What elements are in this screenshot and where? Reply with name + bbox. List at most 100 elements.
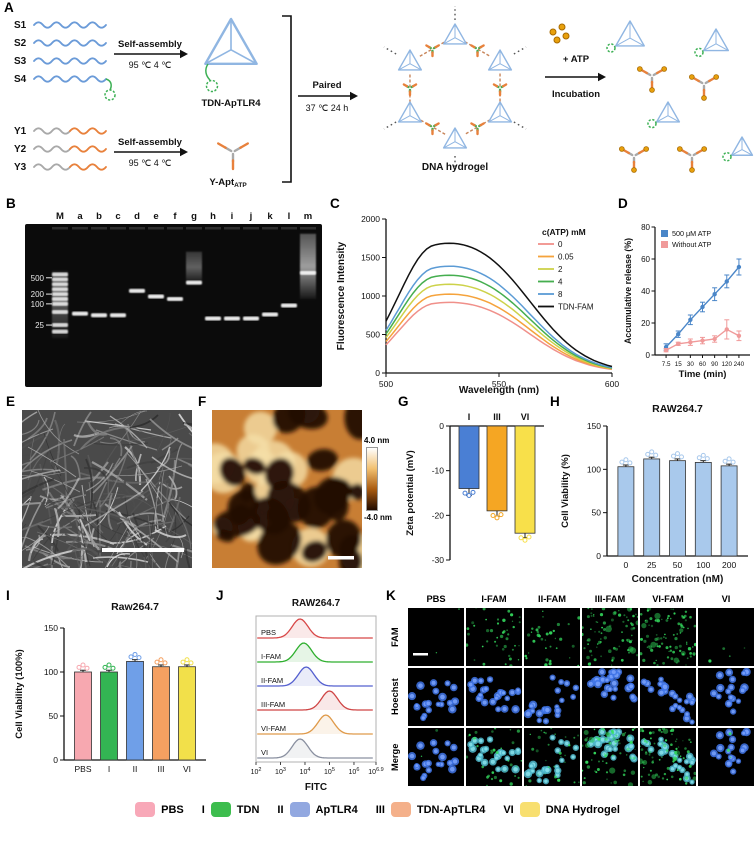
- y-tick: 50: [49, 711, 59, 721]
- tdn-tetrahedron-icon: [204, 17, 258, 66]
- legend-prefix: I: [201, 803, 205, 816]
- legend-swatch: [210, 802, 231, 817]
- y-tick: 150: [587, 421, 601, 431]
- micrograph-merge-iii-fam: [582, 728, 638, 786]
- legend-item: PBS: [135, 802, 184, 817]
- data-point: [712, 336, 717, 342]
- y-tick: 20: [641, 319, 650, 328]
- y-axis-label: Zeta potential (mV): [405, 450, 416, 536]
- dna-strand-wave: [33, 75, 107, 83]
- tdn-tetrahedron-icon: [730, 136, 754, 156]
- y-product-label: Y-AptATP: [209, 177, 247, 189]
- x-tick: 106.9: [368, 767, 383, 776]
- legend-swatch: [289, 802, 310, 817]
- paired-label: Paired: [312, 80, 341, 91]
- column-header: III-FAM: [594, 594, 626, 604]
- panel-f-label: F: [198, 394, 207, 409]
- strand-label: Y3: [14, 162, 27, 173]
- panel-c-label: C: [330, 196, 340, 211]
- y-tick: 150: [44, 623, 58, 633]
- data-point: [158, 657, 164, 663]
- x-tick: 103: [275, 767, 286, 776]
- afm-colorbar-gradient: [366, 447, 378, 511]
- spectrum-line: [385, 265, 613, 369]
- legend-label: TDN: [236, 803, 260, 816]
- category-label: I: [468, 412, 471, 422]
- bar: [486, 425, 508, 512]
- x-tick: 15: [675, 361, 683, 368]
- gel-image: [25, 224, 322, 387]
- gel-band: [281, 303, 297, 308]
- legend-label: DNA Hydrogel: [545, 803, 620, 816]
- y-tick: 1500: [361, 253, 380, 263]
- gel-lane-label: e: [153, 211, 158, 222]
- data-point: [470, 489, 476, 495]
- x-tick: 500: [379, 379, 393, 389]
- y-tick: 100: [587, 464, 601, 474]
- y-tick: 100: [44, 667, 58, 677]
- micrograph-fam-i-fam: [466, 608, 522, 666]
- x-tick: 102: [251, 767, 262, 776]
- x-tick: 106: [349, 767, 360, 776]
- column-header: VI-FAM: [652, 594, 684, 604]
- y-axis-label: Cell Viability (%): [560, 454, 571, 528]
- aptamer-loop-icon: [104, 89, 116, 101]
- column-header: II-FAM: [538, 594, 566, 604]
- micrograph-hoechst-iii-fam: [582, 668, 638, 726]
- flow-series-label: II-FAM: [261, 676, 283, 685]
- temp-label: 95 ℃ 4 ℃: [129, 158, 172, 168]
- flow-series-label: VI: [261, 748, 268, 757]
- panel-j-label: J: [216, 588, 224, 603]
- gel-band: [129, 288, 145, 293]
- gel-band: [300, 270, 316, 275]
- data-point: [494, 515, 500, 521]
- self-assembly-label: Self-assembly: [118, 39, 183, 50]
- tdn-tetrahedron-icon: [397, 101, 423, 123]
- y-dna-icon: [492, 83, 508, 97]
- data-point: [518, 535, 524, 541]
- data-point: [676, 332, 681, 337]
- data-point: [154, 659, 160, 665]
- gel-band: [110, 313, 126, 318]
- legend-prefix: VI: [503, 803, 514, 816]
- strand-label: S1: [14, 20, 27, 31]
- micrograph-fam-ii-fam: [524, 608, 580, 666]
- panel-k-label: K: [386, 588, 396, 603]
- panel-b-label: B: [6, 196, 16, 211]
- data-point: [184, 657, 190, 663]
- micrograph-merge-vi: [698, 728, 754, 786]
- flow-series-label: PBS: [261, 628, 276, 637]
- micrograph-merge-pbs: [408, 728, 464, 786]
- legend-prefix: III: [375, 803, 385, 816]
- gel-band: [72, 311, 88, 316]
- data-point: [110, 665, 116, 671]
- gel-band: [52, 310, 68, 315]
- bar: [720, 465, 738, 557]
- tdn-tetrahedron-icon: [615, 20, 645, 47]
- bar: [126, 661, 144, 761]
- legend-label: TDN-ApTLR4: [416, 803, 486, 816]
- y-tick: -30: [432, 555, 445, 565]
- micrograph-hoechst-ii-fam: [524, 668, 580, 726]
- micrograph-hoechst-pbs: [408, 668, 464, 726]
- x-tick: 90: [711, 361, 719, 368]
- y-tick: 60: [641, 255, 650, 264]
- gel-lane-label: M: [56, 211, 64, 222]
- panel-e-label: E: [6, 394, 16, 409]
- flow-histogram: [257, 738, 373, 759]
- legend-item: I TDN: [201, 802, 260, 817]
- micrograph-hoechst-i-fam: [466, 668, 522, 726]
- flow-series-label: III-FAM: [261, 700, 285, 709]
- row-label: Hoechst: [390, 678, 400, 716]
- tdn-tetrahedron-icon: [702, 28, 730, 52]
- flow-histogram: [257, 642, 373, 663]
- data-point: [700, 452, 706, 458]
- data-point: [712, 292, 717, 297]
- bar: [669, 460, 686, 557]
- data-point: [671, 453, 676, 459]
- category-label: 25: [647, 560, 657, 570]
- flow-histogram: [257, 690, 373, 711]
- strand-label: Y1: [14, 126, 27, 137]
